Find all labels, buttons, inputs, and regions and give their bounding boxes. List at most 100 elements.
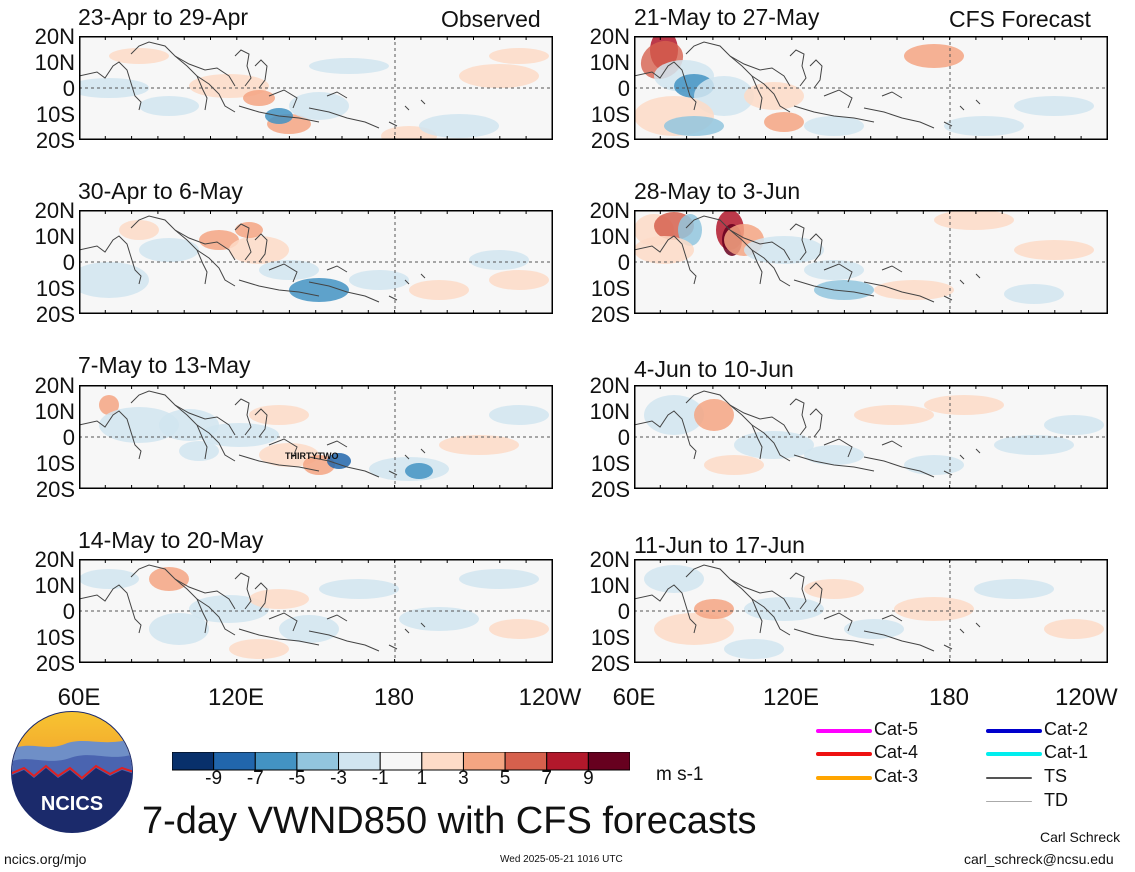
footer-author: Carl Schreck: [1040, 829, 1121, 845]
lat-label: 20S: [590, 128, 630, 153]
lat-label: 0: [617, 599, 630, 624]
legend-label: Cat-2: [1044, 719, 1089, 739]
legend-swatch: [986, 729, 1042, 733]
lat-label: 0: [617, 250, 630, 275]
lat-label: 20N: [589, 198, 630, 223]
panel-title-3: 7-May to 13-May: [78, 352, 251, 378]
lat-label: 10S: [590, 102, 630, 127]
lat-label: 10S: [35, 451, 75, 476]
lat-label: 20N: [34, 198, 75, 223]
legend-label: Cat-1: [1044, 742, 1089, 762]
map-panel-4: [79, 559, 553, 663]
lat-label: 20N: [589, 373, 630, 398]
lat-label: 20N: [34, 547, 75, 572]
footer-url: ncics.org/mjo: [4, 851, 87, 867]
colorbar-tick-label: 3: [458, 768, 469, 789]
lon-label-120e-left: 120E: [207, 684, 265, 711]
colorbar: [172, 752, 630, 771]
panel-title-6: 28-May to 3-Jun: [634, 178, 801, 204]
legend-label: Cat-3: [874, 766, 919, 786]
legend-label: TS: [1044, 766, 1068, 786]
lat-label: 20N: [34, 373, 75, 398]
lon-label-120w-right: 120W: [1055, 684, 1118, 711]
legend-swatch: [816, 776, 872, 780]
lat-label: 10S: [590, 625, 630, 650]
colorbar-tick-label: 9: [583, 768, 594, 789]
lat-label: 10N: [589, 573, 630, 598]
lat-label: 10N: [34, 50, 75, 75]
logo-text: NCICS: [41, 793, 103, 815]
panel-title-8: 11-Jun to 17-Jun: [634, 532, 805, 558]
lat-label: 20N: [589, 547, 630, 572]
map-panel-3: [79, 385, 553, 489]
lat-label: 20S: [35, 128, 75, 153]
colorbar-tick-label: -7: [246, 768, 264, 789]
lat-label: 20S: [35, 477, 75, 502]
colorbar-tick-label: -5: [288, 768, 306, 789]
footer-email: carl_schreck@ncsu.edu: [964, 851, 1114, 867]
lat-label: 0: [617, 425, 630, 450]
colorbar-tick-label: -3: [330, 768, 347, 789]
lat-label: 0: [62, 76, 75, 101]
colorbar-tick-label: 1: [416, 768, 428, 789]
lat-label: 10N: [589, 50, 630, 75]
lon-label-180-right: 180: [928, 684, 970, 711]
lon-label-60e-right: 60E: [612, 684, 656, 711]
colorbar-units: m s-1: [656, 764, 704, 785]
map-panel-5: [634, 36, 1108, 140]
legend-label: TD: [1044, 790, 1068, 810]
lat-label: 10S: [35, 625, 75, 650]
panel-title-5: 21-May to 27-May: [634, 4, 820, 30]
lat-label: 10N: [34, 399, 75, 424]
lat-label: 20S: [590, 302, 630, 327]
lat-label: 10N: [34, 224, 75, 249]
legend-swatch: [986, 752, 1042, 756]
observed-header: Observed: [441, 6, 541, 32]
lat-label: 20S: [35, 651, 75, 676]
map-panel-2: [79, 210, 553, 314]
lat-label: 10S: [35, 276, 75, 301]
legend-swatch: [986, 777, 1032, 779]
map-panel-6: [634, 210, 1108, 314]
legend-swatch: [986, 801, 1032, 802]
lat-label: 20N: [589, 24, 630, 49]
ncics-logo: NCICS: [11, 711, 133, 833]
lat-label: 10S: [590, 451, 630, 476]
colorbar-tick-label: 7: [541, 768, 552, 789]
figure-title: 7-day VWND850 with CFS forecasts: [142, 800, 757, 842]
map-panel-7: [634, 385, 1108, 489]
legend-label: Cat-5: [874, 719, 919, 739]
forecast-header: CFS Forecast: [949, 6, 1091, 32]
lat-label: 20N: [34, 24, 75, 49]
lon-label-60e-left: 60E: [57, 684, 101, 711]
lat-label: 0: [62, 599, 75, 624]
panel-title-7: 4-Jun to 10-Jun: [634, 356, 794, 382]
panel-title-2: 30-Apr to 6-May: [78, 178, 243, 204]
lat-label: 10N: [589, 399, 630, 424]
lon-label-120e-right: 120E: [762, 684, 820, 711]
panel-title-4: 14-May to 20-May: [78, 527, 264, 553]
lon-label-180-left: 180: [373, 684, 415, 711]
lat-label: 10N: [34, 573, 75, 598]
legend-swatch: [816, 752, 872, 756]
map-panel-8: [634, 559, 1108, 663]
lon-label-120w-left: 120W: [518, 684, 582, 711]
legend-label: Cat-4: [874, 742, 919, 762]
colorbar-tick-label: -9: [205, 768, 223, 789]
panel-title-1: 23-Apr to 29-Apr: [78, 4, 249, 30]
colorbar-tick-label: -1: [371, 768, 389, 789]
lat-label: 0: [62, 425, 75, 450]
lat-label: 20S: [35, 302, 75, 327]
lat-label: 10S: [35, 102, 75, 127]
lat-label: 20S: [590, 651, 630, 676]
lat-label: 20S: [590, 477, 630, 502]
lat-label: 0: [617, 76, 630, 101]
storm-label: THIRTYTWO: [285, 451, 339, 461]
footer-timestamp: Wed 2025-05-21 1016 UTC: [500, 854, 623, 865]
map-panel-1: [79, 36, 553, 140]
colorbar-tick-label: 5: [499, 768, 511, 789]
legend-swatch: [816, 729, 872, 733]
lat-label: 10S: [590, 276, 630, 301]
lat-label: 10N: [589, 224, 630, 249]
